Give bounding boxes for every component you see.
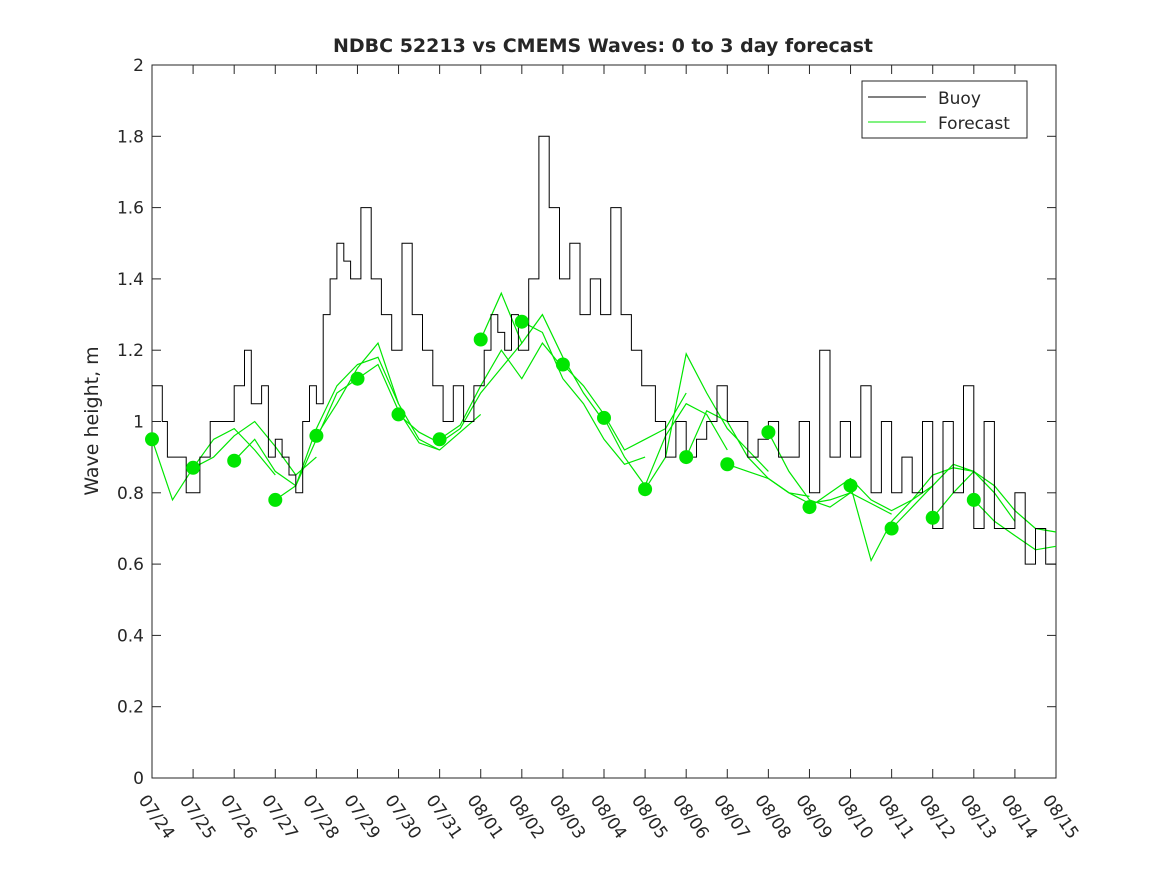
forecast-marker — [391, 407, 406, 422]
forecast-marker — [679, 450, 694, 465]
forecast-marker — [432, 432, 447, 447]
forecast-marker — [145, 432, 159, 447]
forecast-line — [767, 431, 892, 515]
forecast-marker — [720, 457, 735, 472]
forecast-marker — [514, 314, 529, 329]
forecast-line — [521, 321, 646, 466]
y-tick-label: 1.8 — [117, 127, 144, 147]
legend-forecast-label: Forecast — [938, 114, 1010, 134]
y-tick-label: 0.2 — [117, 698, 144, 718]
forecast-marker — [555, 357, 570, 372]
y-axis-label: Wave height, m — [81, 346, 103, 495]
y-tick-label: 1.6 — [117, 199, 144, 219]
buoy-line — [152, 135, 1056, 565]
forecast-marker — [802, 500, 817, 515]
legend-buoy-label: Buoy — [938, 89, 981, 109]
forecast-line — [973, 499, 1057, 551]
forecast-marker — [884, 521, 899, 536]
chart-title: NDBC 52213 vs CMEMS Waves: 0 to 3 day fo… — [333, 35, 873, 57]
forecast-marker — [473, 332, 488, 347]
forecast-line — [398, 342, 523, 444]
forecast-marker — [638, 482, 653, 497]
y-tick-label: 1.2 — [117, 341, 144, 361]
forecast-line — [151, 427, 276, 502]
y-tick-label: 1.4 — [117, 270, 144, 290]
forecast-line — [357, 363, 482, 451]
y-tick-label: 1 — [133, 413, 144, 433]
y-tick-label: 0.4 — [117, 626, 144, 646]
forecast-line — [727, 463, 851, 505]
forecast-line — [315, 341, 440, 451]
y-tick-label: 0 — [133, 769, 144, 789]
forecast-marker — [761, 425, 776, 440]
forecast-line — [439, 342, 564, 440]
forecast-marker — [268, 492, 283, 507]
y-tick-label: 0.8 — [117, 484, 144, 504]
y-tick-label: 2 — [133, 56, 144, 76]
forecast-marker — [186, 460, 201, 475]
forecast-marker — [966, 492, 981, 507]
forecast-marker — [843, 478, 858, 493]
forecast-line — [480, 291, 605, 422]
forecast-marker — [227, 453, 242, 468]
y-tick-label: 0.6 — [117, 555, 144, 575]
forecast-marker — [597, 410, 611, 425]
legend-box — [861, 80, 1028, 139]
forecast-marker — [350, 371, 365, 386]
legend: Buoy Forecast — [861, 80, 1028, 139]
forecast-marker — [309, 428, 324, 443]
forecast-marker — [925, 510, 940, 525]
